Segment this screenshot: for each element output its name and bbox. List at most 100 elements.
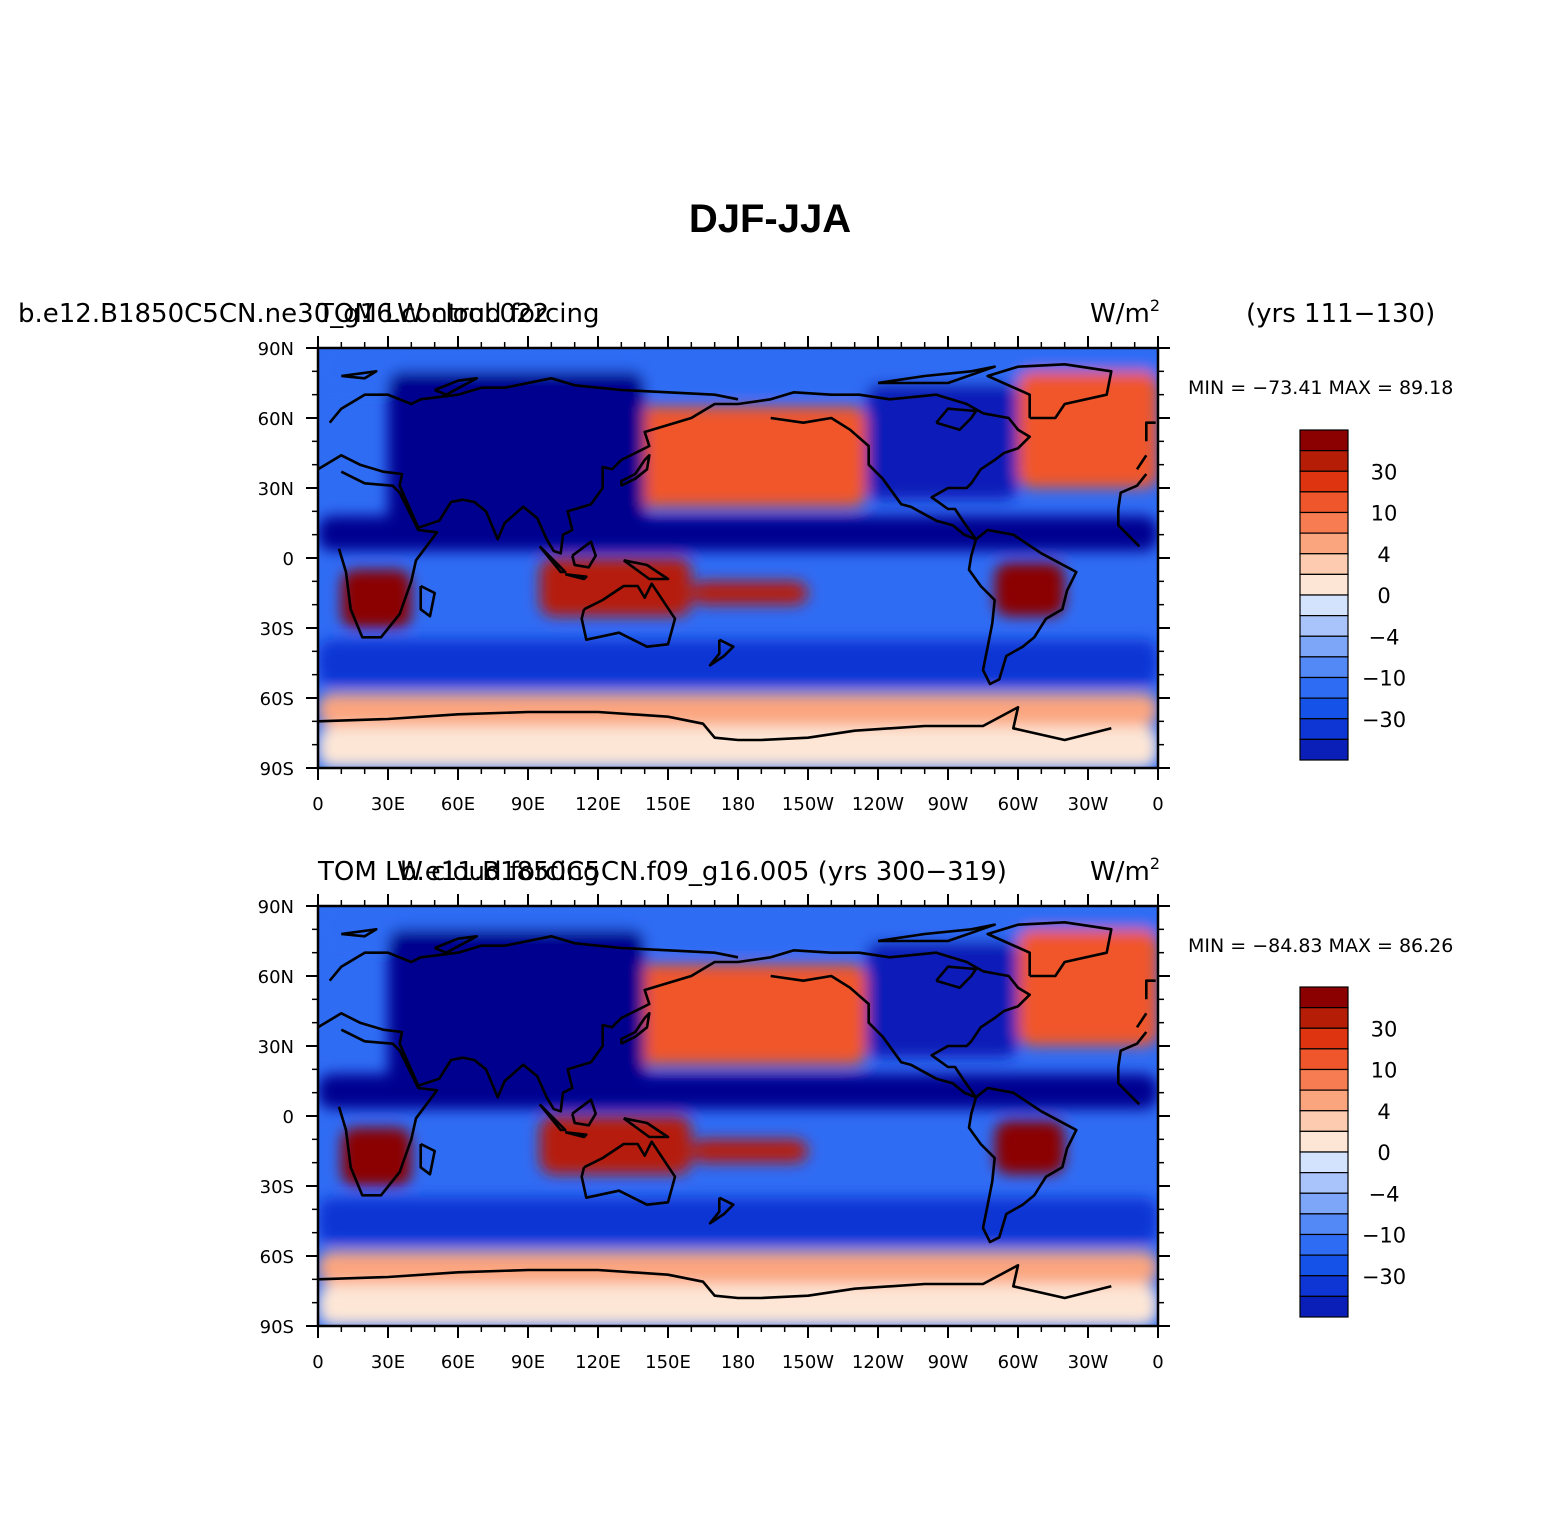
colorbar-box (1299, 635, 1349, 658)
colorbar-bottom: 30 10 4 0 −4 −10 −30 (1299, 986, 1406, 1318)
colorbar-box (1299, 1007, 1349, 1029)
colorbar-box (1299, 450, 1349, 472)
panel-top-left-label: b.e12.B1850C5CN.ne30_g16.control.022 (18, 299, 549, 329)
panel-top-min-max: MIN = −73.41 MAX = 89.18 (1188, 377, 1453, 399)
lat-tick-label: 30S (260, 619, 294, 640)
field-zone (691, 581, 808, 605)
lon-tick-label: 90E (511, 1352, 545, 1373)
colorbar-box (1299, 511, 1349, 534)
coastline (877, 923, 996, 943)
colorbar-box (1299, 676, 1349, 699)
lon-tick-label: 150W (782, 794, 834, 815)
lon-tick-label: 30E (371, 1352, 405, 1373)
lat-tick-label: 90S (260, 1317, 294, 1338)
colorbar-label: 30 (1371, 1017, 1398, 1041)
colorbar-box (1299, 1130, 1349, 1153)
field-zone (539, 558, 692, 617)
lon-tick-label: 60W (998, 794, 1039, 815)
colorbar-box (1299, 1233, 1349, 1256)
panel-bottom-min-max: MIN = −84.83 MAX = 86.26 (1188, 935, 1453, 957)
units-sup: 2 (1150, 854, 1160, 873)
field-zone (994, 1120, 1065, 1175)
lat-tick-label: 60S (260, 689, 294, 710)
colorbar-box (1299, 491, 1349, 514)
lon-tick-label: 150W (782, 1352, 834, 1373)
field-zone (598, 964, 867, 1065)
coastline (318, 1264, 1112, 1300)
coastline (564, 573, 588, 581)
panel-bottom-center-label: TOM LW cloud forcing (317, 857, 599, 887)
map-field-bottom (318, 906, 1158, 1326)
field-zone (341, 569, 412, 628)
coastline (580, 1140, 677, 1206)
coastline (1145, 421, 1156, 442)
field-zone (994, 562, 1065, 617)
colorbar-box (1299, 738, 1349, 761)
lon-tick-label: 0 (312, 794, 323, 815)
coastline (737, 391, 984, 415)
colorbar-label: 10 (1371, 1059, 1398, 1083)
coastline (935, 965, 978, 989)
field-zone (341, 1127, 412, 1186)
lon-tick-label: 90W (928, 1352, 969, 1373)
coastline (341, 928, 378, 938)
field-zone (598, 406, 867, 507)
colorbar-box (1299, 594, 1349, 617)
lon-tick-label: 120W (852, 794, 904, 815)
field-zone (318, 1197, 1158, 1245)
lat-tick-label: 90S (260, 759, 294, 780)
colorbar-box (1299, 1110, 1349, 1132)
coastline (419, 1142, 436, 1176)
lon-tick-label: 150E (645, 794, 691, 815)
colorbar-label: −10 (1362, 1224, 1406, 1248)
field-zone (691, 1139, 808, 1163)
lon-tick-label: 120E (575, 1352, 621, 1373)
coastline (318, 960, 1148, 1113)
colorbar-label: −10 (1362, 667, 1406, 691)
coastline (571, 540, 597, 569)
colorbar-box (1299, 1254, 1349, 1277)
field-zone (318, 1251, 1158, 1284)
lat-tick-label: 60N (258, 967, 294, 988)
coastline (564, 1131, 588, 1139)
coastline (620, 1012, 651, 1045)
lon-tick-label: 30W (1068, 1352, 1109, 1373)
lon-tick-label: 180 (721, 794, 755, 815)
colorbar-box (1299, 1027, 1349, 1050)
lon-tick-label: 0 (1152, 1352, 1163, 1373)
lat-tick-label: 30N (258, 479, 294, 500)
colorbar-label: −4 (1369, 625, 1400, 649)
colorbar-box (1299, 429, 1349, 452)
coastline (770, 974, 977, 1099)
colorbar-box (1299, 615, 1349, 637)
colorbar-label: 4 (1377, 1100, 1390, 1124)
lon-tick-label: 30W (1068, 794, 1109, 815)
coastline (737, 949, 984, 973)
figure-title: DJF-JJA (689, 197, 851, 241)
coastline (328, 935, 739, 982)
lon-tick-label: 120E (575, 794, 621, 815)
axes-top: 90N 60N 30N 0 30S 60S 90S 0 30E 60E 90E 120E 150E 180… (258, 336, 1170, 815)
lon-tick-label: 30E (371, 794, 405, 815)
colorbar-box (1299, 553, 1349, 575)
coastline (967, 1086, 1078, 1244)
coastline (986, 921, 1113, 978)
colorbar-label: −30 (1362, 1265, 1406, 1289)
coastline (620, 454, 651, 487)
lon-tick-label: 150E (645, 1352, 691, 1373)
field-zone (1018, 929, 1158, 1046)
coastline (877, 365, 996, 385)
colorbar-box (1299, 697, 1349, 720)
coastline (580, 582, 677, 648)
colorbar-label: 10 (1371, 502, 1398, 526)
units-sup: 2 (1150, 296, 1160, 315)
field-zone (1018, 371, 1158, 488)
lat-tick-label: 30S (260, 1177, 294, 1198)
coastline (337, 1028, 1148, 1197)
coastline (770, 416, 977, 541)
lon-tick-label: 180 (721, 1352, 755, 1373)
coastline (318, 706, 1112, 742)
field-zone (388, 371, 645, 535)
colorbar-box (1299, 1089, 1349, 1112)
